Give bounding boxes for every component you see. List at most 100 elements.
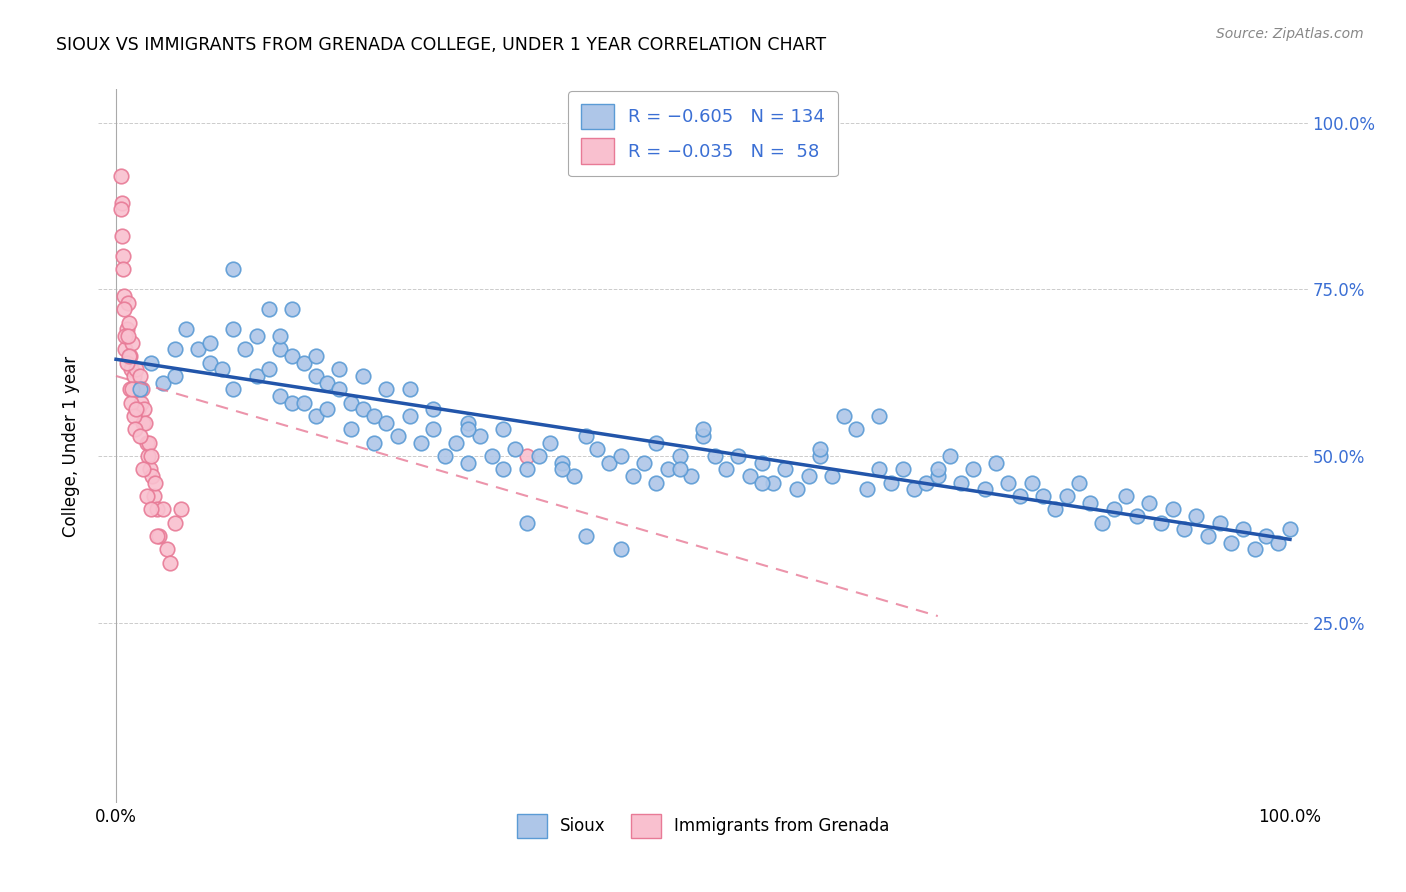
Point xyxy=(387,429,409,443)
Point xyxy=(352,402,374,417)
Point xyxy=(246,329,269,343)
Point xyxy=(645,475,668,490)
Point xyxy=(292,395,315,409)
Point xyxy=(375,416,398,430)
Point xyxy=(738,469,761,483)
Point xyxy=(621,469,644,483)
Point xyxy=(257,302,280,317)
Point xyxy=(112,262,135,277)
Point xyxy=(115,322,138,336)
Point xyxy=(716,462,738,476)
Point xyxy=(222,382,245,396)
Point xyxy=(398,382,420,396)
Point xyxy=(880,475,903,490)
Point xyxy=(457,416,479,430)
Point xyxy=(562,469,585,483)
Point xyxy=(657,462,679,476)
Point xyxy=(551,456,574,470)
Point xyxy=(727,449,749,463)
Point xyxy=(1278,522,1301,536)
Point xyxy=(114,343,136,357)
Point xyxy=(915,475,938,490)
Point xyxy=(1256,529,1278,543)
Point xyxy=(159,556,181,570)
Point xyxy=(135,435,157,450)
Point xyxy=(122,409,145,423)
Point xyxy=(1126,509,1149,524)
Point xyxy=(891,462,914,476)
Point xyxy=(125,402,148,417)
Point xyxy=(1243,542,1265,557)
Point xyxy=(152,376,174,390)
Point xyxy=(141,469,163,483)
Point xyxy=(586,442,609,457)
Point xyxy=(292,356,315,370)
Point xyxy=(117,329,139,343)
Point xyxy=(516,516,538,530)
Point xyxy=(146,529,169,543)
Point xyxy=(411,435,433,450)
Point xyxy=(575,429,598,443)
Point xyxy=(856,483,879,497)
Point xyxy=(328,382,350,396)
Point xyxy=(141,502,163,516)
Point xyxy=(1150,516,1173,530)
Point xyxy=(112,302,135,317)
Point xyxy=(132,416,155,430)
Point xyxy=(375,382,398,396)
Point xyxy=(304,409,326,423)
Point xyxy=(135,489,157,503)
Point xyxy=(115,356,138,370)
Point xyxy=(773,462,796,476)
Point xyxy=(1032,489,1054,503)
Point xyxy=(128,368,150,383)
Point xyxy=(692,422,714,436)
Point xyxy=(143,475,166,490)
Point xyxy=(997,475,1019,490)
Point xyxy=(468,429,491,443)
Point xyxy=(551,462,574,476)
Point xyxy=(610,449,633,463)
Point xyxy=(845,422,868,436)
Point xyxy=(1056,489,1078,503)
Point xyxy=(117,295,139,310)
Point xyxy=(610,542,633,557)
Point xyxy=(118,349,141,363)
Point xyxy=(681,469,703,483)
Point xyxy=(233,343,256,357)
Point xyxy=(211,362,233,376)
Point xyxy=(340,395,363,409)
Point xyxy=(141,449,163,463)
Point xyxy=(868,409,890,423)
Point xyxy=(152,502,174,516)
Point xyxy=(938,449,960,463)
Point xyxy=(645,435,668,450)
Point xyxy=(246,368,269,383)
Point xyxy=(1043,502,1066,516)
Point xyxy=(973,483,995,497)
Point xyxy=(141,356,163,370)
Point xyxy=(163,516,186,530)
Point xyxy=(269,329,291,343)
Point xyxy=(139,462,162,476)
Point xyxy=(457,422,479,436)
Point xyxy=(110,169,132,183)
Point xyxy=(269,389,291,403)
Point xyxy=(118,316,141,330)
Point xyxy=(122,368,145,383)
Point xyxy=(120,362,142,376)
Point xyxy=(598,456,620,470)
Point xyxy=(422,402,444,417)
Point xyxy=(1102,502,1125,516)
Point xyxy=(1173,522,1195,536)
Point xyxy=(1021,475,1043,490)
Point xyxy=(134,402,156,417)
Point xyxy=(120,395,142,409)
Point xyxy=(124,422,146,436)
Point xyxy=(132,462,155,476)
Point xyxy=(703,449,725,463)
Point xyxy=(136,449,159,463)
Point xyxy=(198,335,221,350)
Point xyxy=(129,395,152,409)
Point xyxy=(1220,535,1243,549)
